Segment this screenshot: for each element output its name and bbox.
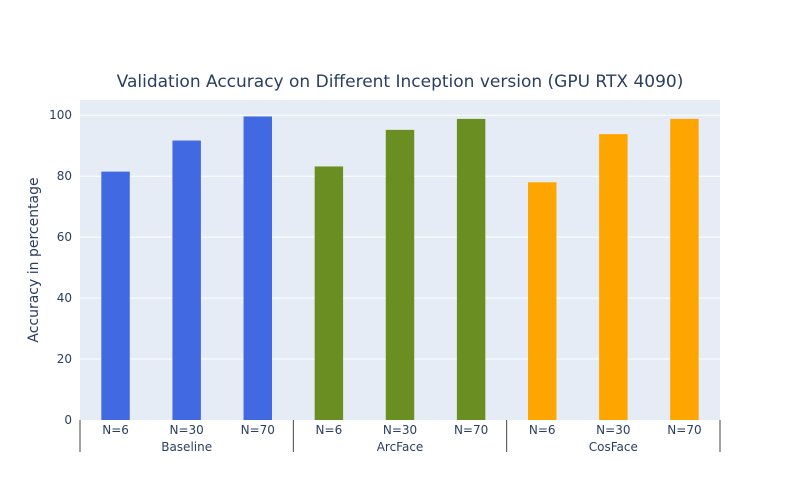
x-tick-label: N=70	[241, 423, 275, 437]
x-group-label: ArcFace	[377, 440, 424, 454]
y-tick-label: 100	[49, 108, 72, 122]
chart-title: Validation Accuracy on Different Incepti…	[117, 72, 684, 92]
y-tick-label: 20	[57, 352, 72, 366]
y-tick-label: 0	[64, 413, 72, 427]
x-group-label: Baseline	[161, 440, 212, 454]
x-group-label: CosFace	[589, 440, 638, 454]
bar-baseline-n6	[101, 171, 130, 420]
y-tick-label: 40	[57, 291, 72, 305]
bar-baseline-n70	[243, 116, 272, 420]
bar-baseline-n30	[172, 140, 201, 421]
y-tick-label: 80	[57, 169, 72, 183]
y-axis-ticks: 0 20 40 60 80 100	[49, 108, 72, 427]
bars	[101, 116, 699, 421]
bar-cosface-n6	[528, 182, 557, 420]
x-tick-label: N=30	[170, 423, 204, 437]
x-axis-groups: Baseline ArcFace CosFace	[79, 420, 721, 454]
x-tick-label: N=70	[454, 423, 488, 437]
x-tick-label: N=70	[667, 423, 701, 437]
bar-arcface-n70	[456, 118, 486, 421]
y-tick-label: 60	[57, 230, 72, 244]
bar-cosface-n70	[670, 118, 699, 421]
x-tick-label: N=6	[316, 423, 343, 437]
x-tick-label: N=30	[596, 423, 630, 437]
x-tick-label: N=6	[529, 423, 556, 437]
x-tick-label: N=6	[102, 423, 129, 437]
x-tick-label: N=30	[383, 423, 417, 437]
bar-arcface-n6	[314, 166, 344, 420]
bar-cosface-n30	[599, 134, 628, 420]
bar-arcface-n30	[385, 129, 415, 420]
y-axis-label: Accuracy in percentage	[26, 177, 42, 342]
x-axis-ticks: N=6 N=30 N=70 N=6 N=30 N=70 N=6 N=30 N=70	[102, 423, 701, 437]
